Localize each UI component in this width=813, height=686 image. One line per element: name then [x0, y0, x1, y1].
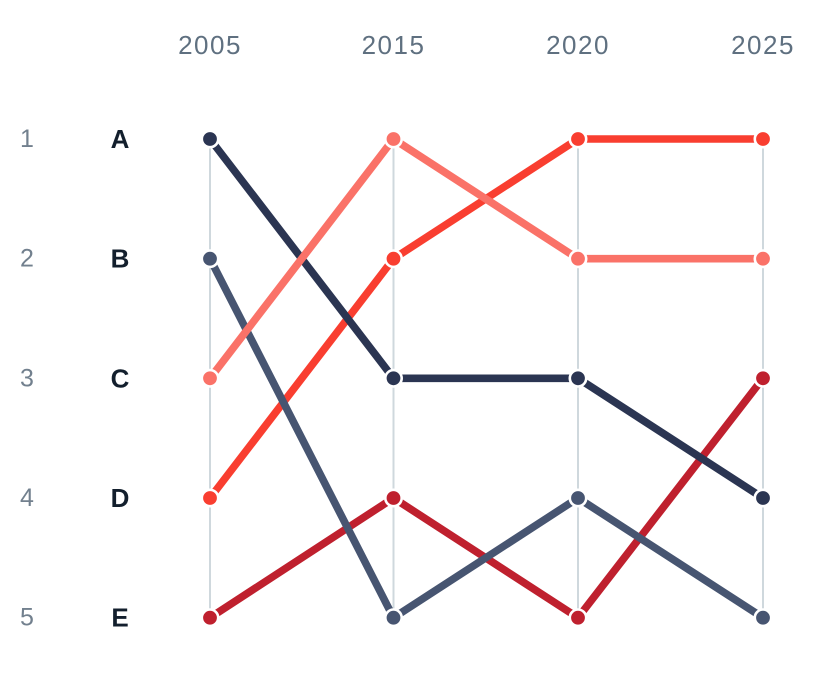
- data-point-B-2005: [200, 249, 220, 269]
- data-point-C-2015: [383, 129, 403, 149]
- data-point-E-2020: [568, 608, 588, 628]
- data-point-A-2020: [568, 368, 588, 388]
- series-letter-D: D: [111, 483, 130, 513]
- rank-label-3: 3: [20, 364, 34, 392]
- data-point-E-2025: [753, 368, 773, 388]
- rank-label-5: 5: [20, 604, 34, 632]
- series-line-A: [206, 135, 767, 502]
- series-letter-A: A: [111, 124, 130, 154]
- rank-label-2: 2: [20, 245, 34, 273]
- data-point-B-2015: [383, 608, 403, 628]
- x-axis-label-2020: 2020: [546, 30, 610, 60]
- series-line-C: [206, 135, 767, 383]
- rank-label-4: 4: [20, 484, 34, 512]
- series-line-B: [206, 254, 767, 622]
- x-axis-label-2015: 2015: [362, 30, 426, 60]
- data-point-D-2025: [753, 129, 773, 149]
- data-point-D-2005: [200, 488, 220, 508]
- data-point-C-2005: [200, 368, 220, 388]
- x-axis-label-2005: 2005: [178, 30, 242, 60]
- data-point-C-2020: [568, 249, 588, 269]
- data-point-B-2025: [753, 608, 773, 628]
- data-point-C-2025: [753, 249, 773, 269]
- data-point-A-2005: [200, 129, 220, 149]
- rank-label-1: 1: [20, 125, 34, 153]
- data-point-A-2015: [383, 368, 403, 388]
- data-point-A-2025: [753, 488, 773, 508]
- series-letter-B: B: [111, 244, 130, 274]
- data-point-E-2005: [200, 608, 220, 628]
- series-letter-E: E: [111, 603, 128, 633]
- data-point-D-2015: [383, 249, 403, 269]
- series-letter-C: C: [111, 363, 130, 393]
- x-axis-label-2025: 2025: [731, 30, 795, 60]
- data-point-E-2015: [383, 488, 403, 508]
- data-point-B-2020: [568, 488, 588, 508]
- data-point-D-2020: [568, 129, 588, 149]
